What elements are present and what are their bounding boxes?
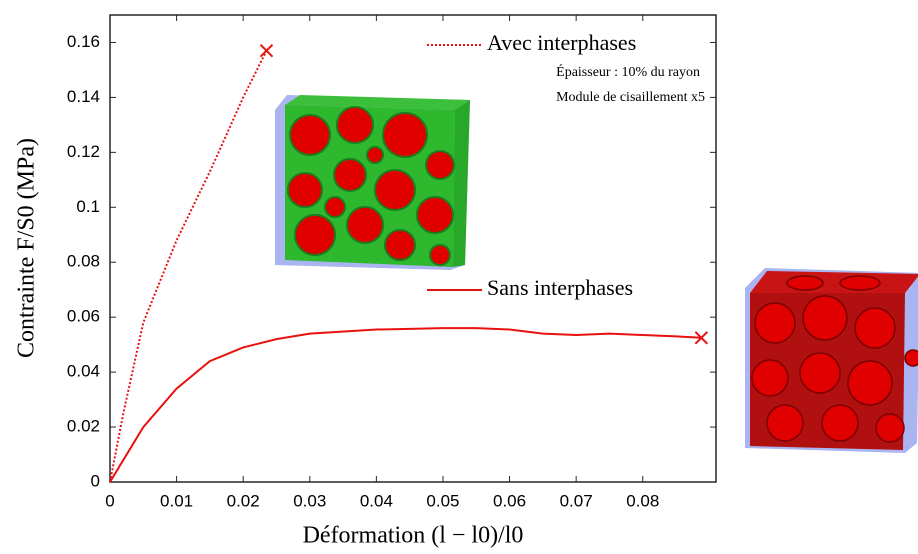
data-line	[109, 327, 702, 483]
legend-label: Sans interphases	[487, 275, 633, 300]
x-tick-label: 0.01	[160, 491, 193, 510]
x-tick-label: 0.08	[626, 491, 659, 510]
y-tick-label: 0.16	[67, 32, 100, 51]
y-tick-label: 0.14	[67, 87, 100, 106]
cube-image-sans	[745, 268, 918, 453]
annotation: Épaisseur : 10% du rayon	[556, 63, 700, 80]
y-tick-label: 0.02	[67, 417, 100, 436]
legend-label: Avec interphases	[487, 30, 636, 55]
y-tick-label: 0.08	[67, 252, 100, 271]
y-tick-label: 0.06	[67, 307, 100, 326]
y-axis-label: Contrainte F/S0 (MPa)	[14, 138, 40, 358]
x-tick-label: 0	[105, 491, 114, 510]
y-tick-label: 0.1	[76, 197, 100, 216]
end-marker	[259, 44, 274, 58]
x-tick-label: 0.07	[560, 491, 593, 510]
data-line	[109, 50, 268, 483]
end-marker	[694, 331, 709, 345]
plot-frame	[109, 14, 717, 483]
y-tick-label: 0.04	[67, 362, 100, 381]
annotation: Module de cisaillement x5	[556, 90, 705, 105]
y-tick-label: 0.12	[67, 142, 100, 161]
y-tick-label: 0	[91, 471, 100, 490]
x-tick-label: 0.02	[227, 491, 260, 510]
x-axis-label: Déformation (l − l0)/l0	[303, 523, 524, 549]
cube-image-interphases	[275, 95, 470, 270]
x-tick-label: 0.03	[293, 491, 326, 510]
x-tick-label: 0.05	[426, 491, 459, 510]
x-tick-label: 0.06	[493, 491, 526, 510]
x-tick-label: 0.04	[360, 491, 393, 510]
